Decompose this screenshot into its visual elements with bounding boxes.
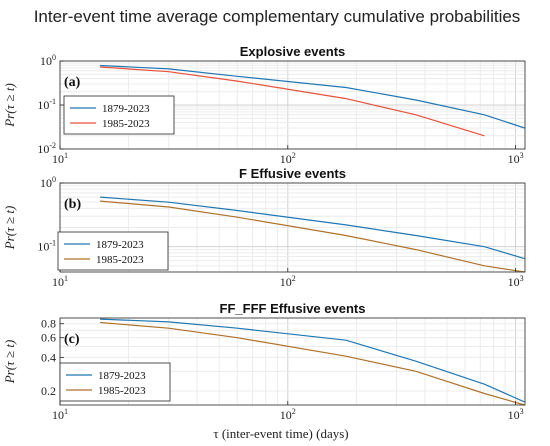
x-axis-label: τ (inter-event time) (days) (213, 426, 348, 441)
y-tick-label: 0.8 (41, 317, 56, 331)
legend-label-2: 1985-2023 (98, 385, 146, 397)
figure-title: Inter-event time average complementary c… (34, 7, 521, 26)
legend-label-1: 1879-2023 (102, 103, 150, 115)
y-tick-label-text: 0.4 (41, 350, 56, 364)
y-tick-label: 10-2 (37, 141, 56, 156)
x-tick-label: 103 (508, 407, 524, 422)
x-tick-label: 101 (52, 151, 68, 166)
x-tick-label: 101 (52, 407, 68, 422)
panel-title: Explosive events (240, 44, 346, 59)
panel-c: 101 102 103 0.2 0.4 0.60.8 FF_FFF Effusive eve… (2, 301, 526, 422)
x-tick-label-text: 103 (508, 274, 524, 289)
y-axis-label: Pr(τ ≥ t) (2, 340, 17, 385)
panel-title: FF_FFF Effusive events (220, 301, 366, 316)
panels: 101 102 103 10-2 10-1 100 Explosive events Pr(τ… (2, 44, 526, 422)
series-line-1 (100, 196, 525, 260)
x-tick-label-text: 101 (52, 407, 68, 422)
x-tick-label-text: 101 (52, 151, 68, 166)
panel-label: (a) (64, 75, 81, 90)
y-tick-label: 10-1 (37, 239, 56, 254)
y-tick-label: 0.4 (41, 350, 56, 364)
legend: 1879-2023 1985-2023 (57, 231, 169, 271)
series-line-2 (100, 200, 525, 273)
y-tick-label: 100 (40, 175, 56, 190)
legend: 1879-2023 1985-2023 (63, 95, 175, 135)
legend-box (59, 362, 171, 402)
y-axis-label: Pr(τ ≥ t) (2, 83, 17, 128)
x-tick-label: 102 (280, 151, 296, 166)
x-tick-label: 103 (508, 274, 524, 289)
legend-box (57, 231, 169, 271)
grid (59, 182, 525, 273)
x-tick-label-text: 102 (280, 151, 296, 166)
x-tick-label-text: 101 (52, 274, 68, 289)
x-tick-label: 102 (280, 274, 296, 289)
x-tick-label-text: 102 (280, 407, 296, 422)
y-tick-label-text: 0.6 (41, 331, 56, 345)
y-tick-label: 10-1 (37, 97, 56, 112)
y-tick-label-text: 10-1 (37, 97, 56, 112)
panel-label: (b) (64, 197, 81, 212)
y-tick-label: 100 (40, 53, 56, 68)
y-axis-label: Pr(τ ≥ t) (2, 206, 17, 251)
y-tick-label-text: 10-1 (37, 239, 56, 254)
axes-box (59, 317, 526, 406)
legend-label-1: 1879-2023 (96, 239, 144, 251)
y-tick-label-text: 0.2 (41, 384, 56, 398)
x-tick-label: 102 (280, 407, 296, 422)
panel-title: F Effusive events (239, 166, 346, 181)
legend-label-1: 1879-2023 (98, 370, 146, 382)
legend: 1879-2023 1985-2023 (59, 362, 171, 402)
legend-label-2: 1985-2023 (102, 118, 150, 130)
y-tick-label: 0.2 (41, 384, 56, 398)
y-tick-label-text: 100 (40, 53, 56, 68)
panel-label: (c) (64, 332, 80, 347)
x-tick-label-text: 102 (280, 274, 296, 289)
legend-box (63, 95, 175, 135)
x-tick-label-text: 103 (508, 407, 524, 422)
x-tick-label: 101 (52, 274, 68, 289)
legend-label-2: 1985-2023 (96, 254, 144, 266)
series-line-2 (100, 66, 485, 137)
series-line-2 (100, 321, 525, 406)
y-tick-label-text: 10-2 (37, 141, 56, 156)
y-tick-label-text: 0.8 (41, 317, 56, 331)
series-line-1 (100, 64, 525, 129)
panel-b: 101 102 103 10-1 100 F Effusive events Pr(τ ≥ … (2, 166, 526, 289)
axes-box (59, 182, 526, 273)
series-line-1 (100, 318, 525, 403)
y-tick-label-text: 100 (40, 175, 56, 190)
x-tick-label-text: 103 (508, 151, 524, 166)
panel-a: 101 102 103 10-2 10-1 100 Explosive events Pr(τ… (2, 44, 526, 166)
y-tick-label: 0.6 (41, 331, 56, 345)
x-tick-label: 103 (508, 151, 524, 166)
